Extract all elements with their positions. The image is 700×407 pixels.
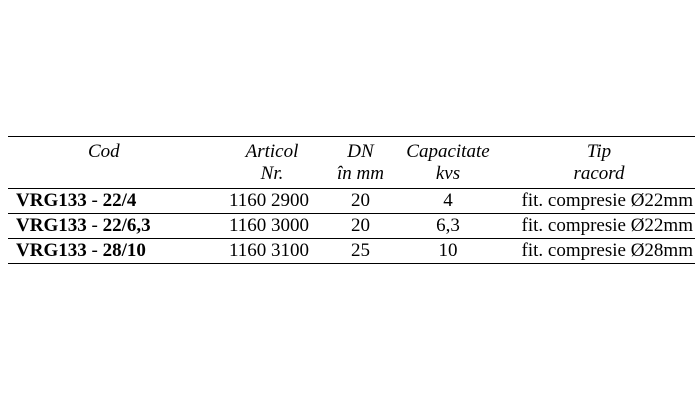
cod-separator: - [86,190,103,211]
header-articol: Articol Nr. [198,137,328,189]
cell-dn: 20 [351,190,370,211]
table-row: VRG133 - 28/10 1160 3100 25 10 fit. comp… [8,239,695,264]
cell-cod: VRG133 - 22/4 [8,189,198,214]
table-row: VRG133 - 22/6,3 1160 3000 20 6,3 fit. co… [8,214,695,239]
table-body: VRG133 - 22/4 1160 2900 20 4 fit. compre… [8,189,695,264]
header-cod: Cod [8,137,198,189]
table-row: VRG133 - 22/4 1160 2900 20 4 fit. compre… [8,189,695,214]
cell-articol: 1160 2900 [228,190,310,211]
cell-articol: 1160 3100 [228,240,310,261]
cod-model: VRG133 [16,240,87,261]
cell-capacitate: 6,3 [436,215,460,236]
cod-model: VRG133 [16,190,87,211]
cod-model: VRG133 [16,215,87,236]
cod-size: 22/4 [102,190,137,211]
header-tip-line-1: Tip [586,141,612,162]
header-capacitate: Capacitate kvs [393,137,503,189]
cell-cod: VRG133 - 22/6,3 [8,214,198,239]
cell-cod: VRG133 - 28/10 [8,239,198,264]
cell-tip: fit. compresie Ø22mm [521,190,694,211]
header-articol-line-2: Nr. [260,163,284,184]
cod-size: 28/10 [102,240,146,261]
cell-capacitate: 10 [438,240,458,261]
header-capacitate-line-2: kvs [435,163,461,184]
cod-size: 22/6,3 [102,215,151,236]
header-tip-line-2: racord [573,163,625,184]
header-dn: DN în mm [328,137,393,189]
valve-spec-table: Cod Articol Nr. DN în mm Capacitate kvs … [8,136,695,264]
cell-dn: 25 [351,240,370,261]
cod-separator: - [86,240,103,261]
header-tip: Tip racord [503,137,695,189]
header-dn-line-2: în mm [337,163,384,184]
table-header: Cod Articol Nr. DN în mm Capacitate kvs … [8,136,695,189]
cell-tip: fit. compresie Ø28mm [521,240,694,261]
cell-articol: 1160 3000 [228,215,310,236]
header-cod-line-1: Cod [88,141,120,162]
cell-capacitate: 4 [443,190,453,211]
header-articol-line-1: Articol [245,141,299,162]
cod-separator: - [86,215,103,236]
cell-dn: 20 [351,215,370,236]
cell-tip: fit. compresie Ø22mm [521,215,694,236]
header-dn-line-1: DN [347,141,374,162]
header-capacitate-line-1: Capacitate [406,141,490,162]
header-row: Cod Articol Nr. DN în mm Capacitate kvs … [8,136,695,189]
